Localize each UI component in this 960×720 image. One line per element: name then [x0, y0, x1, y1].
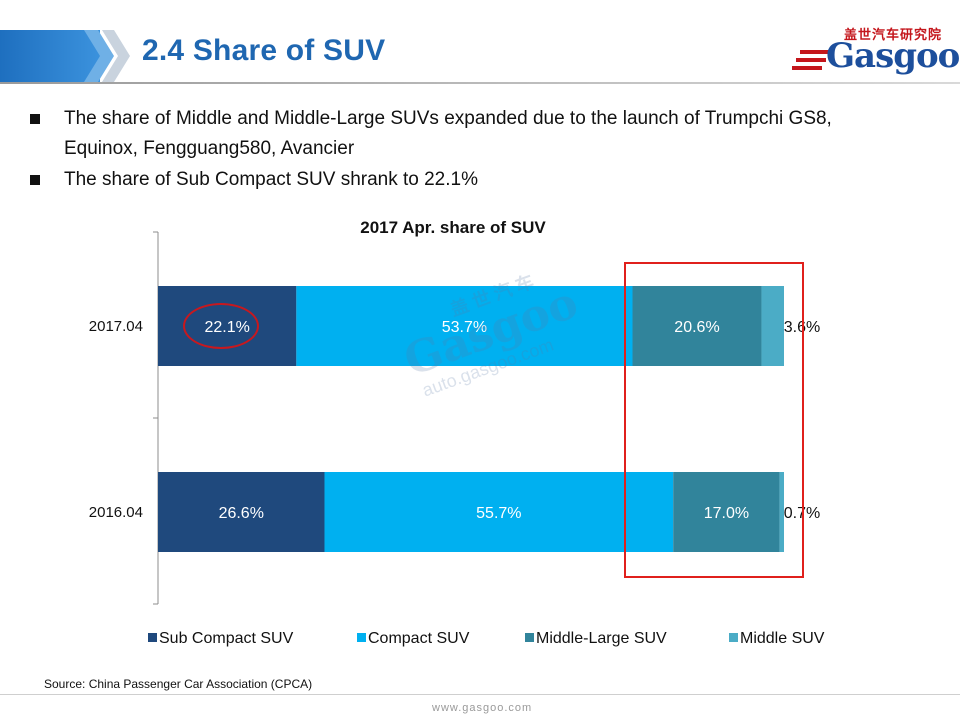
legend-swatch	[357, 633, 366, 642]
legend-label: Compact SUV	[368, 630, 470, 647]
data-label: 17.0%	[704, 505, 749, 522]
bullet-text: The share of Middle and Middle-Large SUV…	[64, 108, 832, 159]
bullet-item: The share of Middle and Middle-Large SUV…	[30, 104, 890, 164]
data-label: 26.6%	[219, 505, 264, 522]
legend-label: Sub Compact SUV	[159, 630, 294, 647]
data-label: 55.7%	[476, 505, 521, 522]
highlight-box	[624, 262, 804, 578]
footer-url: www.gasgoo.com	[432, 702, 533, 714]
data-label: 53.7%	[442, 319, 487, 336]
chevron-decoration-icon	[84, 30, 130, 82]
legend-swatch	[729, 633, 738, 642]
bar-segment	[779, 472, 784, 552]
bar-segment	[296, 286, 633, 366]
axis-layer	[153, 231, 159, 605]
bar-segment	[761, 286, 784, 366]
logo-stripes-icon	[792, 50, 830, 70]
bullet-square-icon	[30, 175, 40, 185]
footer-divider	[0, 694, 960, 695]
source-note: Source: China Passenger Car Association …	[44, 677, 313, 691]
bar-segment	[632, 286, 762, 366]
bars-layer: 22.1% 53.7% 20.6% 3.6%26.6% 55.7% 17.0% 0.7%	[158, 286, 820, 552]
chart-legend: Sub Compact SUV Compact SUV Middle-Large S…	[148, 630, 825, 647]
bullet-text: The share of Sub Compact SUV shrank to 2…	[64, 169, 478, 190]
suv-share-chart: 2017 Apr. share of SUV 22.1% 53.7% 20.6% 3.…	[89, 218, 825, 647]
bar-segment	[673, 472, 780, 552]
chart-title: 2017 Apr. share of SUV	[360, 218, 546, 237]
gasgoo-logo: 盖世汽车研究院 Gasgoo	[792, 22, 960, 78]
bar-segment	[324, 472, 674, 552]
bar-segment	[158, 472, 325, 552]
bullet-square-icon	[30, 114, 40, 124]
legend-label: Middle SUV	[740, 630, 825, 647]
category-label: 2016.04	[89, 504, 143, 521]
highlight-ellipse	[183, 303, 259, 349]
header-divider	[0, 82, 960, 84]
page-title: 2.4 Share of SUV	[142, 34, 386, 67]
logo-wordmark: Gasgoo	[826, 36, 960, 76]
logo-chinese-text: 盖世汽车研究院	[844, 27, 943, 42]
legend-swatch	[525, 633, 534, 642]
category-label: 2017.04	[89, 318, 143, 335]
legend-swatch	[148, 633, 157, 642]
category-labels: 2017.04 2016.04	[89, 318, 143, 521]
legend-label: Middle-Large SUV	[536, 630, 667, 647]
bullet-item: The share of Sub Compact SUV shrank to 2…	[30, 165, 890, 195]
header-band	[0, 30, 100, 82]
data-label: 20.6%	[674, 319, 719, 336]
